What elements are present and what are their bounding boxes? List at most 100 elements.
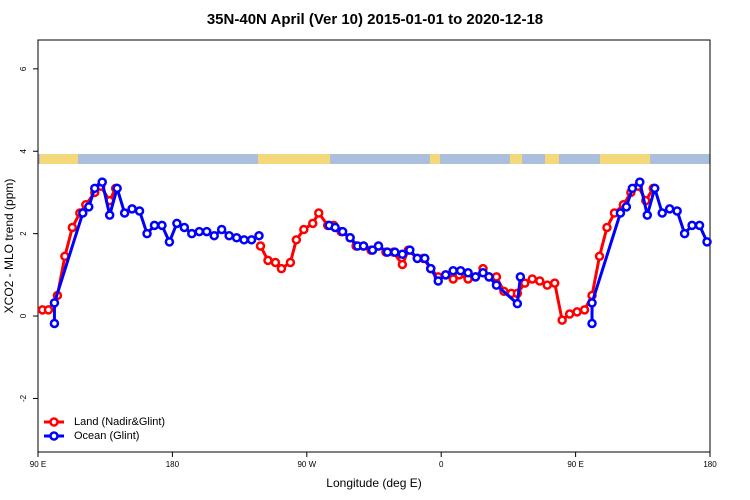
data-point	[470, 272, 481, 282]
data-point	[89, 183, 100, 194]
data-point	[285, 257, 296, 268]
chart-title: 35N-40N April (Ver 10) 2015-01-01 to 202…	[207, 11, 543, 28]
data-point	[557, 315, 567, 325]
data-point	[201, 226, 212, 237]
data-point	[420, 253, 430, 264]
data-point	[664, 204, 675, 214]
data-point	[104, 210, 115, 220]
data-point	[270, 257, 281, 268]
data-point	[448, 265, 458, 276]
data-point	[587, 298, 597, 308]
data-point	[455, 265, 466, 276]
data-point	[491, 272, 502, 282]
data-point	[112, 183, 122, 194]
data-point	[276, 263, 287, 274]
data-point	[194, 226, 205, 237]
data-point	[520, 278, 530, 288]
x-tick-label: 0	[439, 460, 444, 469]
data-point	[216, 224, 227, 235]
data-point	[564, 309, 575, 319]
data-point	[594, 251, 605, 262]
data-point	[49, 318, 60, 329]
y-tick-label: -2	[19, 394, 28, 402]
data-point	[642, 210, 653, 220]
y-tick-label: 2	[19, 231, 28, 236]
data-point	[512, 298, 523, 309]
data-point	[337, 226, 348, 237]
data-point	[405, 245, 415, 255]
y-tick-label: 6	[19, 66, 28, 71]
data-point	[572, 307, 582, 317]
data-point	[164, 237, 175, 247]
data-point	[367, 245, 378, 255]
data-point	[627, 183, 638, 194]
data-point	[246, 235, 257, 245]
data-point	[542, 280, 552, 290]
data-point	[142, 228, 152, 239]
data-point	[535, 276, 545, 286]
data-point	[679, 228, 690, 239]
x-tick-label: 90 E	[567, 460, 583, 469]
data-point	[390, 247, 400, 257]
x-tick-label: 180	[703, 460, 717, 469]
series-line	[52, 179, 709, 324]
y-tick-label: 0	[19, 313, 28, 318]
data-point	[412, 253, 423, 264]
map-strip	[38, 154, 710, 164]
data-point	[549, 278, 560, 288]
legend-label: Land (Nadir&Glint)	[74, 416, 165, 428]
data-point	[687, 220, 697, 231]
data-point	[172, 218, 182, 229]
data-point	[263, 255, 273, 266]
data-point	[702, 237, 712, 247]
data-point	[440, 270, 451, 280]
data-point	[149, 220, 160, 231]
data-point	[484, 272, 494, 282]
data-point	[231, 233, 242, 243]
legend-marker	[49, 417, 59, 427]
data-point	[299, 224, 309, 235]
data-point	[239, 235, 249, 245]
data-point	[119, 208, 130, 218]
data-point	[255, 241, 266, 251]
legend-marker	[49, 431, 59, 441]
data-point	[373, 241, 384, 251]
data-point	[97, 177, 107, 187]
data-point	[649, 183, 660, 194]
data-point	[527, 274, 538, 284]
data-point	[157, 220, 167, 231]
y-axis-label: XCO2 - MLO trend (ppm)	[2, 179, 16, 314]
data-point	[67, 222, 78, 233]
data-point	[358, 241, 369, 251]
data-point	[491, 280, 502, 290]
data-point	[224, 230, 234, 241]
data-point	[187, 228, 197, 239]
data-point	[179, 222, 190, 233]
data-point	[587, 318, 597, 329]
data-point	[209, 230, 219, 241]
plot-frame	[37, 39, 711, 453]
data-point	[134, 206, 145, 216]
data-point	[672, 206, 682, 216]
data-point	[78, 208, 88, 218]
data-point	[254, 230, 264, 241]
data-point	[579, 305, 590, 315]
y-tick-label: 4	[19, 148, 28, 153]
data-point	[345, 233, 355, 243]
data-point	[425, 263, 436, 274]
data-point	[43, 305, 54, 315]
data-point	[49, 298, 60, 308]
data-point	[515, 272, 526, 282]
data-point	[694, 220, 705, 231]
data-point	[657, 208, 667, 218]
data-point	[615, 208, 626, 218]
data-point	[397, 249, 408, 259]
data-point	[330, 222, 340, 233]
data-point	[84, 202, 94, 212]
data-point	[308, 218, 318, 229]
data-point	[382, 247, 393, 257]
x-tick-label: 180	[166, 460, 180, 469]
data-point	[433, 276, 443, 286]
data-point	[397, 259, 408, 270]
